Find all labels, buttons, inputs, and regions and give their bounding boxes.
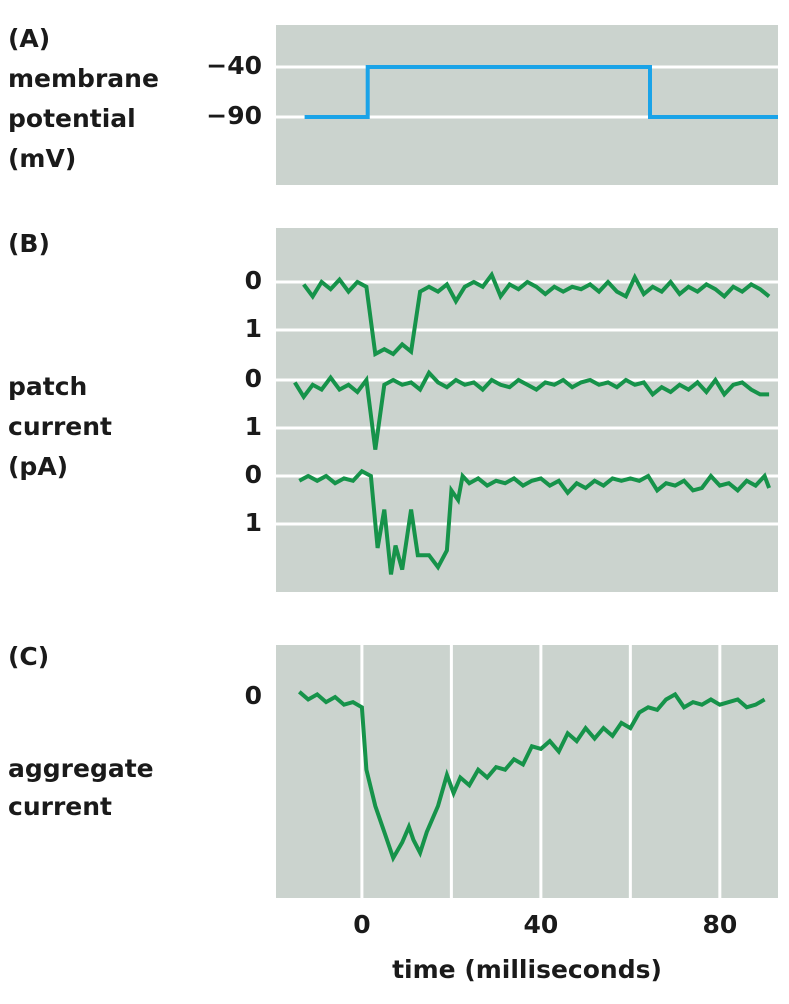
x-tick-label: 40: [523, 910, 558, 939]
panel-label: (B): [8, 229, 50, 258]
y-axis-label: (pA): [8, 452, 68, 481]
y-tick-label: 1: [245, 412, 262, 441]
trace: [304, 65, 778, 119]
y-axis-label: current: [8, 792, 112, 821]
y-tick-label: 1: [245, 314, 262, 343]
y-axis-label: current: [8, 412, 112, 441]
panel-label: (C): [8, 642, 49, 671]
trace: [302, 270, 771, 358]
y-axis-label: membrane: [8, 64, 159, 93]
y-tick-label: 0: [245, 266, 262, 295]
x-tick-label: 80: [702, 910, 737, 939]
panel-label: (A): [8, 24, 50, 53]
y-axis-label: potential: [8, 104, 136, 133]
y-axis-label: aggregate: [8, 754, 154, 783]
y-tick-label: −90: [206, 101, 262, 130]
y-tick-label: −40: [206, 51, 262, 80]
x-tick-label: 0: [353, 910, 370, 939]
trace: [298, 468, 771, 575]
trace: [293, 369, 770, 450]
trace: [297, 690, 766, 863]
y-axis-label: (mV): [8, 144, 76, 173]
y-tick-label: 1: [245, 508, 262, 537]
y-axis-label: patch: [8, 372, 87, 401]
plot-background: [276, 25, 778, 185]
y-tick-label: 0: [245, 364, 262, 393]
x-axis-label: time (milliseconds): [392, 955, 662, 984]
y-tick-label: 0: [245, 681, 262, 710]
plot-background: [276, 645, 778, 898]
y-tick-label: 0: [245, 460, 262, 489]
